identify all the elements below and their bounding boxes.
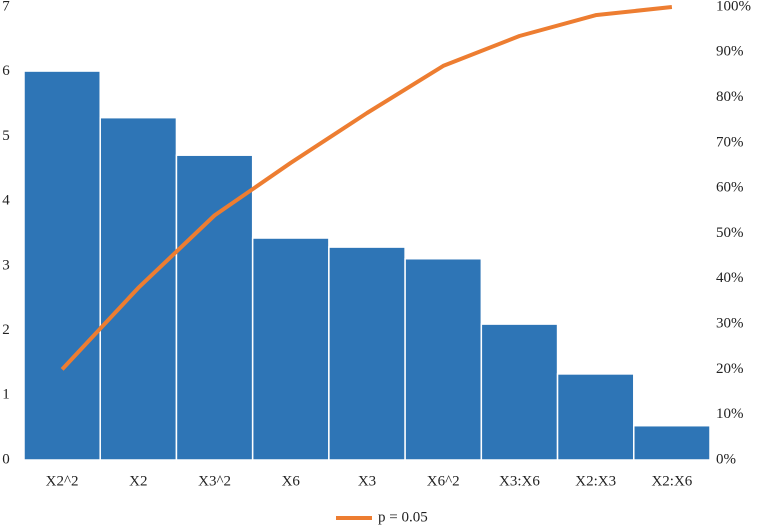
x-tick-label: X2 (129, 473, 147, 489)
y2-tick-label: 20% (716, 361, 744, 377)
bar (480, 323, 559, 461)
x-tick-label: X3 (358, 473, 376, 489)
y2-tick-label: 50% (716, 225, 744, 241)
y2-tick-label: 0% (716, 451, 736, 467)
x-tick-label: X3^2 (198, 473, 231, 489)
y-tick-label: 0 (2, 451, 10, 467)
x-tick-label: X6 (282, 473, 301, 489)
y2-tick-label: 10% (716, 406, 744, 422)
y-tick-label: 5 (2, 128, 10, 144)
pareto-line (60, 5, 673, 371)
y-tick-label: 6 (2, 63, 10, 79)
bar (633, 424, 711, 461)
x-tick-label: X2:X6 (651, 473, 692, 489)
bar (404, 257, 483, 461)
y2-tick-label: 40% (716, 270, 744, 286)
y2-tick-label: 80% (716, 89, 744, 105)
x-tick-label: X3:X6 (499, 473, 540, 489)
y-tick-label: 2 (2, 322, 10, 338)
y2-tick-label: 60% (716, 180, 744, 196)
y-tick-label: 4 (2, 193, 10, 209)
bar (175, 154, 254, 461)
bar (251, 237, 330, 461)
y2-tick-label: 90% (716, 44, 744, 60)
y-tick-label: 7 (2, 0, 10, 14)
x-tick-label: X6^2 (427, 473, 460, 489)
y2-tick-label: 100% (716, 0, 751, 14)
y-tick-label: 1 (2, 387, 10, 403)
legend-label: p = 0.05 (378, 509, 428, 525)
bar (328, 246, 406, 461)
x-tick-label: X2^2 (46, 473, 79, 489)
bar (23, 70, 101, 461)
y-tick-label: 3 (2, 257, 10, 273)
y2-tick-label: 70% (716, 134, 744, 150)
bar (556, 373, 635, 461)
y2-tick-label: 30% (716, 316, 744, 332)
x-tick-label: X2:X3 (575, 473, 616, 489)
